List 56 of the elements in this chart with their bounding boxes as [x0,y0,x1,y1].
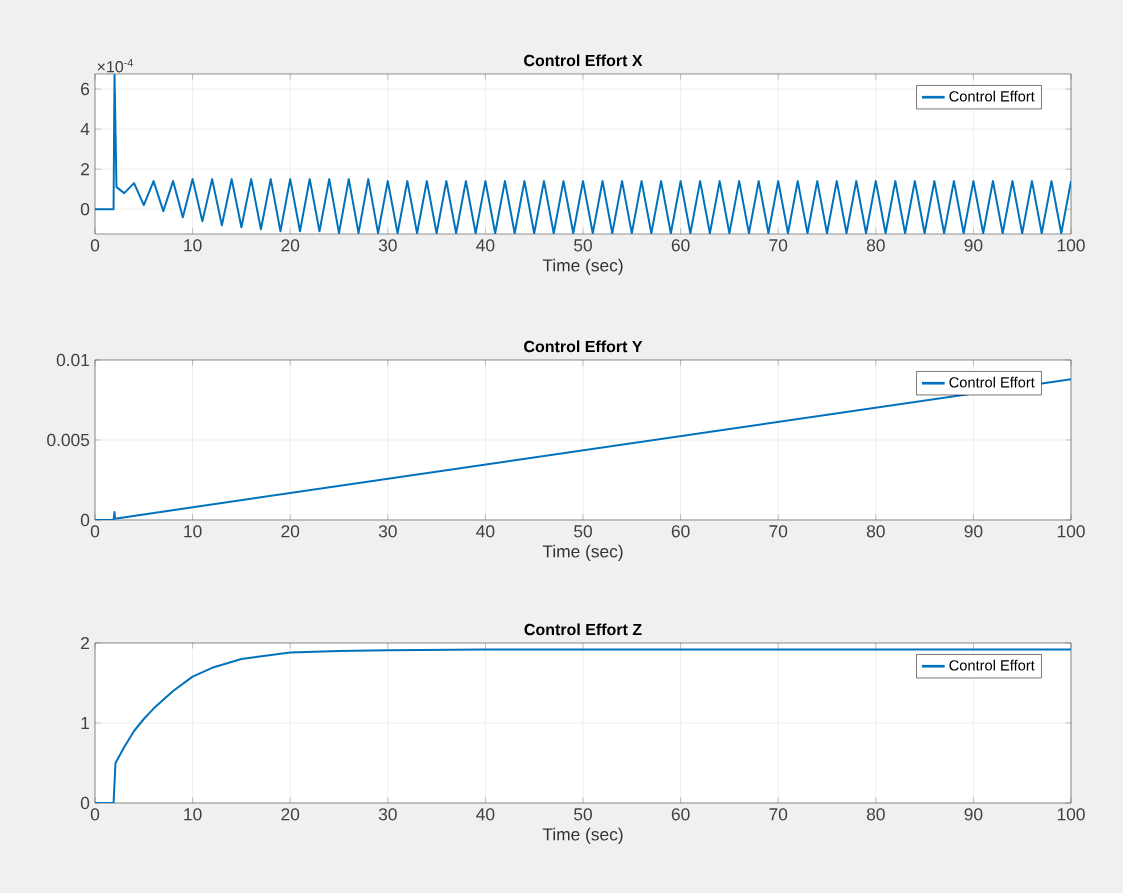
x-tick-label: 60 [671,239,690,252]
x-tick-label: 80 [866,808,885,821]
y-tick-label: 0 [80,513,90,527]
x-tick-label: 40 [476,808,495,821]
x-tick-label: 90 [964,525,983,538]
y-tick-label: 1 [81,717,90,729]
x-tick-label: 40 [476,525,495,538]
x-tick-label: 50 [574,808,592,821]
x-axis-title: Time (sec) [542,258,623,275]
x-tick-label: 30 [378,525,397,538]
line-series [95,73,1072,234]
x-tick-label: 90 [964,808,983,821]
x-tick-label: 100 [1057,525,1085,538]
x-tick-label: 10 [184,239,202,252]
chart-title: Control Effort X [524,54,643,67]
x-tick-label: 50 [574,525,592,538]
x-tick-label: 90 [964,239,983,252]
chart-title: Control Effort Y [524,340,643,353]
x-tick-label: 10 [184,525,202,538]
x-tick-label: 100 [1057,808,1085,821]
x-tick-label: 80 [866,525,885,538]
x-axis-title: Time (sec) [542,827,623,844]
legend-label: Control Effort [949,659,1035,671]
x-tick-label: 0 [90,525,100,538]
x-tick-label: 60 [671,525,690,538]
x-tick-label: 20 [281,525,300,538]
legend-label: Control Effort [949,90,1035,102]
x-tick-label: 30 [378,239,397,252]
y-tick-label: 0.01 [56,353,90,367]
x-tick-label: 70 [769,808,788,821]
y-tick-label: 0 [80,203,90,216]
line-series [95,378,1072,520]
y-tick-label: 4 [80,123,90,136]
y-tick-label: 2 [81,636,89,650]
y-tick-label: 0.005 [47,433,90,447]
x-tick-label: 30 [378,808,397,821]
x-tick-label: 60 [671,808,690,821]
x-tick-label: 70 [769,239,788,252]
x-tick-label: 20 [281,808,300,821]
x-tick-label: 100 [1057,239,1085,252]
x-tick-label: 20 [281,239,300,252]
x-tick-label: 40 [476,239,495,252]
y-tick-label: 2 [81,163,89,176]
x-tick-label: 50 [574,239,592,252]
x-tick-label: 0 [90,239,100,252]
legend-label: Control Effort [949,376,1035,388]
x-tick-label: 80 [866,239,885,252]
x-tick-label: 10 [184,808,202,821]
x-tick-label: 0 [90,808,100,821]
x-tick-label: 70 [769,525,788,538]
x-axis-title: Time (sec) [542,544,623,561]
y-tick-label: 6 [81,82,90,96]
chart-title: Control Effort Z [524,623,642,636]
line-series [95,648,1072,803]
y-tick-label: 0 [80,796,90,810]
text: ×10$^{-4}$ [97,59,133,73]
